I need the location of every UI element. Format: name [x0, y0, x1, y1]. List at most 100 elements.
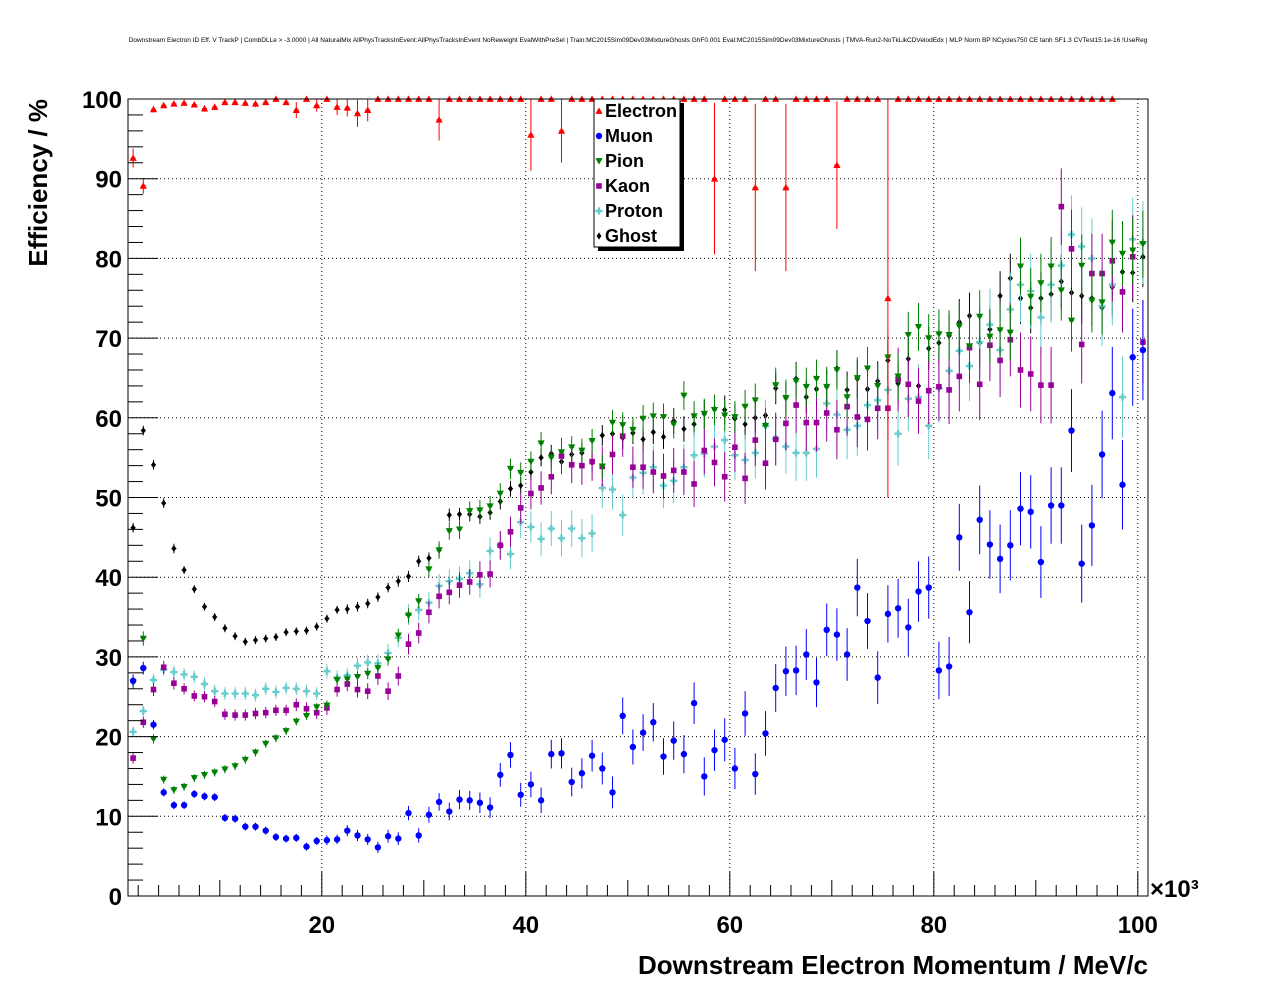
data-point — [354, 832, 361, 839]
data-point — [1017, 505, 1024, 512]
data-point — [181, 566, 187, 574]
x-tick-label: 20 — [308, 912, 335, 939]
series-kaon — [130, 168, 1146, 764]
data-point — [426, 609, 432, 616]
data-point — [395, 673, 402, 679]
data-point — [455, 526, 464, 533]
data-point — [201, 793, 208, 800]
data-point — [945, 663, 953, 670]
data-point — [364, 836, 371, 843]
data-point — [568, 444, 576, 451]
data-point — [231, 763, 239, 770]
data-point — [731, 414, 739, 421]
data-point — [558, 750, 565, 757]
data-point — [650, 469, 657, 475]
data-point — [1139, 346, 1147, 354]
data-point — [374, 665, 382, 672]
data-point — [129, 677, 137, 685]
data-point — [221, 689, 229, 698]
data-point — [762, 730, 769, 737]
data-point — [222, 711, 228, 718]
data-point — [762, 460, 769, 467]
data-point — [314, 623, 320, 631]
data-point — [435, 547, 443, 554]
data-point — [353, 662, 362, 670]
data-point — [588, 752, 596, 759]
data-point — [160, 776, 168, 784]
data-point — [191, 693, 198, 699]
data-point — [171, 544, 177, 553]
data-point — [415, 630, 422, 636]
series-pion — [129, 209, 1147, 794]
data-point — [302, 687, 311, 695]
data-point — [772, 382, 780, 389]
data-point — [659, 414, 668, 421]
data-point — [202, 603, 207, 611]
x-tick-label: 60 — [716, 912, 743, 939]
data-point — [313, 704, 321, 711]
data-point — [1027, 508, 1034, 516]
data-point — [599, 765, 606, 772]
data-point — [221, 98, 229, 106]
data-point — [343, 104, 351, 111]
data-point — [170, 801, 178, 809]
data-point — [344, 605, 350, 613]
data-point — [375, 593, 381, 601]
data-point — [782, 394, 790, 402]
data-point — [1016, 263, 1025, 270]
data-point — [955, 323, 963, 330]
data-point — [1129, 354, 1136, 361]
data-point — [1067, 317, 1076, 325]
data-point — [190, 100, 198, 108]
data-point — [395, 835, 402, 842]
data-point — [956, 373, 963, 380]
data-point — [1098, 299, 1106, 306]
data-point — [150, 686, 157, 693]
data-point — [1038, 382, 1044, 388]
data-point — [507, 751, 514, 759]
data-point — [283, 628, 289, 636]
legend-label-electron: Electron — [605, 101, 677, 121]
data-point — [701, 447, 708, 454]
data-point — [752, 437, 759, 443]
data-point — [426, 554, 432, 562]
data-point — [965, 343, 974, 350]
data-point — [466, 508, 474, 515]
data-point — [547, 454, 555, 462]
data-point — [538, 485, 544, 491]
data-point — [486, 547, 494, 555]
data-point — [477, 572, 483, 578]
data-point — [425, 811, 433, 818]
data-point — [486, 503, 494, 510]
data-point — [221, 766, 229, 773]
data-point — [304, 626, 309, 635]
data-point — [292, 718, 300, 726]
data-point — [293, 701, 300, 708]
data-point — [660, 473, 667, 479]
y-axis-label: Efficiency / % — [23, 99, 53, 267]
data-point — [170, 787, 178, 794]
legend-marker-ghost — [596, 232, 602, 240]
data-point — [160, 101, 168, 109]
data-point — [139, 182, 147, 189]
data-point — [976, 381, 983, 388]
data-point — [700, 410, 708, 418]
data-point — [854, 414, 861, 420]
data-point — [843, 394, 851, 401]
data-point — [711, 459, 718, 466]
data-point — [1119, 481, 1126, 488]
data-point — [578, 534, 586, 542]
data-point — [710, 175, 719, 182]
data-point — [241, 99, 249, 106]
y-tick-label: 70 — [95, 326, 122, 353]
data-point — [997, 357, 1003, 364]
y-tick-label: 60 — [95, 406, 122, 433]
data-point — [548, 750, 555, 758]
data-point — [792, 667, 800, 674]
data-point — [333, 836, 341, 843]
data-point — [782, 183, 790, 191]
data-point — [415, 832, 422, 839]
data-point — [752, 770, 759, 778]
data-point — [986, 333, 994, 341]
data-point — [1048, 382, 1054, 388]
